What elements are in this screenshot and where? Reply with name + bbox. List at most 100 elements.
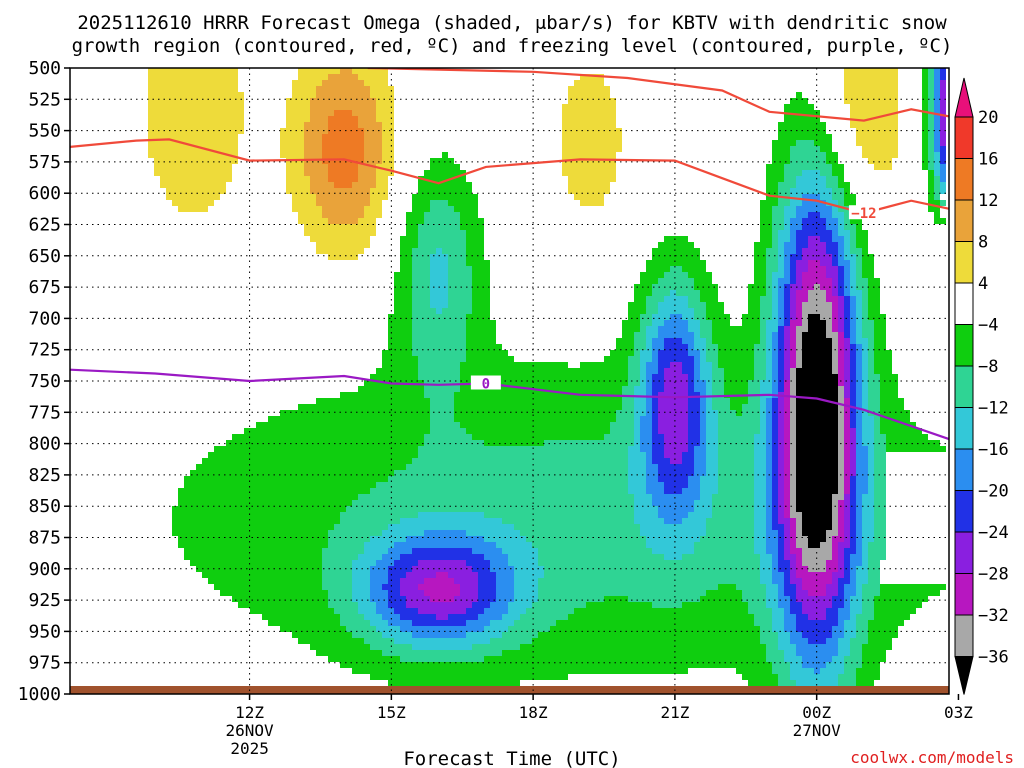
omega-cell	[856, 296, 862, 302]
omega-cell	[778, 302, 784, 308]
omega-cell	[640, 362, 646, 368]
omega-cell	[754, 356, 766, 362]
omega-cell	[160, 182, 226, 188]
y-tick-label: 700	[28, 308, 61, 329]
omega-cell	[652, 254, 700, 260]
omega-cell	[298, 74, 328, 80]
y-tick-label: 600	[28, 183, 61, 204]
omega-cell	[784, 434, 790, 440]
omega-cell	[646, 476, 658, 482]
omega-cell	[832, 206, 838, 212]
omega-cell	[754, 248, 766, 254]
omega-cell	[634, 404, 646, 410]
omega-cell	[754, 260, 766, 266]
omega-cell	[652, 458, 670, 464]
omega-cell	[508, 560, 538, 566]
omega-cell	[514, 596, 538, 602]
omega-cell	[790, 320, 802, 326]
omega-cell	[844, 536, 850, 542]
omega-cell	[790, 452, 796, 458]
omega-cell	[784, 170, 802, 176]
omega-cell	[718, 584, 736, 590]
omega-cell	[868, 458, 874, 464]
omega-cell	[298, 218, 328, 224]
omega-cell	[352, 182, 376, 188]
omega-cell	[148, 68, 238, 74]
omega-cell	[790, 350, 796, 356]
omega-cell	[628, 476, 646, 482]
omega-cell	[148, 98, 244, 104]
omega-cell	[844, 74, 898, 80]
omega-cell	[796, 476, 838, 482]
omega-cell	[826, 242, 838, 248]
omega-cell	[772, 572, 784, 578]
omega-cell	[718, 452, 754, 458]
omega-cell	[856, 506, 862, 512]
omega-cell	[430, 260, 448, 266]
omega-cell	[370, 572, 388, 578]
x-tick-date-label: 26NOV	[225, 721, 274, 740]
omega-cell	[856, 374, 862, 380]
omega-cell	[850, 218, 862, 224]
omega-cell	[382, 134, 394, 140]
omega-cell	[562, 170, 616, 176]
omega-cell	[634, 392, 646, 398]
omega-cell	[850, 122, 898, 128]
omega-cell	[874, 464, 886, 470]
omega-cell	[880, 374, 898, 380]
omega-cell	[514, 590, 538, 596]
omega-cell	[874, 326, 886, 332]
omega-cell	[718, 464, 754, 470]
omega-cell	[718, 434, 754, 440]
omega-cell	[340, 392, 424, 398]
omega-cell	[772, 416, 778, 422]
omega-cell	[700, 440, 706, 446]
omega-cell	[850, 380, 856, 386]
omega-cell	[688, 398, 700, 404]
omega-cell	[874, 338, 886, 344]
y-tick-label: 500	[28, 58, 61, 79]
omega-cell	[796, 500, 832, 506]
omega-cell	[766, 266, 778, 272]
omega-cell	[430, 596, 454, 602]
omega-cell	[874, 512, 886, 518]
omega-cell	[466, 320, 496, 326]
omega-cell	[364, 206, 382, 212]
omega-cell	[346, 506, 634, 512]
omega-cell	[322, 548, 364, 554]
omega-cell	[868, 308, 880, 314]
omega-cell	[652, 434, 664, 440]
omega-cell	[868, 374, 880, 380]
omega-cell	[688, 410, 700, 416]
omega-cell	[298, 638, 364, 644]
omega-cell	[448, 614, 478, 620]
omega-cell	[856, 350, 862, 356]
omega-cell	[478, 590, 496, 596]
omega-cell	[868, 338, 874, 344]
omega-cell	[754, 470, 766, 476]
omega-cell	[772, 458, 778, 464]
y-axis: 5005255505756006256506757007257507758008…	[18, 58, 70, 705]
omega-cell	[934, 170, 940, 176]
omega-cell	[796, 518, 802, 524]
omega-cell	[304, 134, 322, 140]
omega-cell	[424, 434, 472, 440]
omega-cell	[652, 500, 694, 506]
omega-cell	[682, 362, 694, 368]
omega-cell	[286, 98, 310, 104]
omega-cell	[754, 548, 766, 554]
omega-cell	[778, 368, 784, 374]
omega-cell	[694, 338, 706, 344]
omega-cell	[940, 128, 946, 134]
omega-cell	[706, 404, 712, 410]
omega-cell	[784, 302, 790, 308]
omega-cell	[778, 680, 796, 686]
omega-cell	[874, 320, 886, 326]
omega-cell	[796, 260, 808, 266]
omega-cell	[394, 290, 412, 296]
omega-cell	[760, 386, 772, 392]
omega-cell	[796, 392, 838, 398]
omega-cell	[580, 362, 628, 368]
omega-cell	[850, 650, 862, 656]
omega-cell	[778, 530, 784, 536]
